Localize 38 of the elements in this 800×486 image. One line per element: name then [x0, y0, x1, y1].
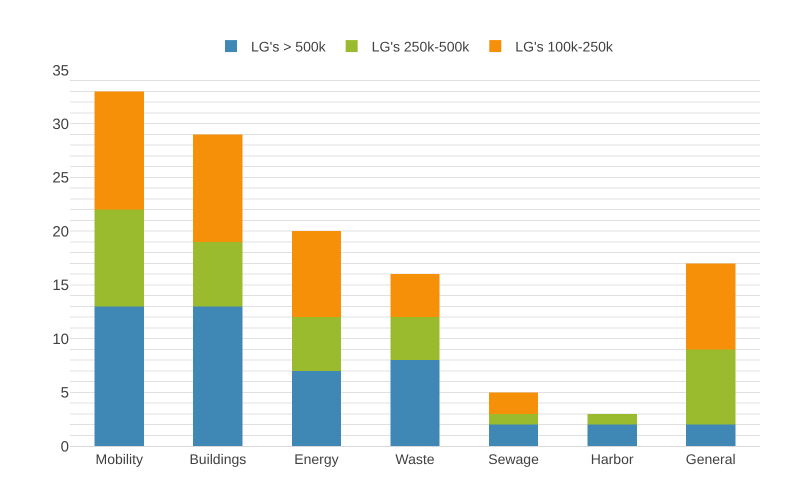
bar	[588, 424, 637, 446]
y-tick-label: 10	[52, 330, 69, 348]
bar	[686, 424, 736, 446]
y-tick-label: 5	[60, 384, 69, 402]
bar	[488, 424, 538, 446]
y-tick-label: 0	[60, 438, 69, 456]
bar	[390, 274, 440, 318]
x-tick-label: Energy	[294, 450, 339, 467]
bar	[94, 91, 144, 210]
bar	[686, 349, 736, 425]
legend-label: LG's 100k-250k	[515, 38, 614, 55]
bar	[94, 306, 144, 446]
y-tick-label: 35	[52, 62, 69, 80]
x-tick-label: Sewage	[488, 450, 540, 467]
x-tick-label: Buildings	[189, 450, 246, 467]
bar	[292, 317, 342, 371]
bar	[193, 242, 242, 306]
bar	[292, 370, 342, 446]
legend-label: LG's 250k-500k	[372, 38, 470, 55]
bar	[390, 360, 440, 446]
bar	[588, 414, 637, 425]
bar	[488, 392, 538, 414]
legend-label: LG's > 500k	[251, 38, 327, 55]
x-tick-label: Mobility	[96, 450, 144, 467]
x-tick-label: Harbor	[590, 450, 634, 467]
bar	[94, 210, 144, 306]
bar	[292, 231, 342, 318]
y-tick-label: 15	[52, 277, 69, 294]
bar	[193, 306, 242, 446]
bar	[686, 263, 736, 350]
y-tick-label: 25	[52, 170, 69, 187]
x-tick-label: General	[686, 450, 736, 467]
bar	[390, 317, 440, 360]
y-tick-label: 20	[52, 223, 69, 240]
bar	[488, 414, 538, 425]
x-tick-label: Waste	[395, 450, 435, 467]
bar	[193, 134, 242, 242]
y-tick-label: 30	[52, 116, 69, 133]
